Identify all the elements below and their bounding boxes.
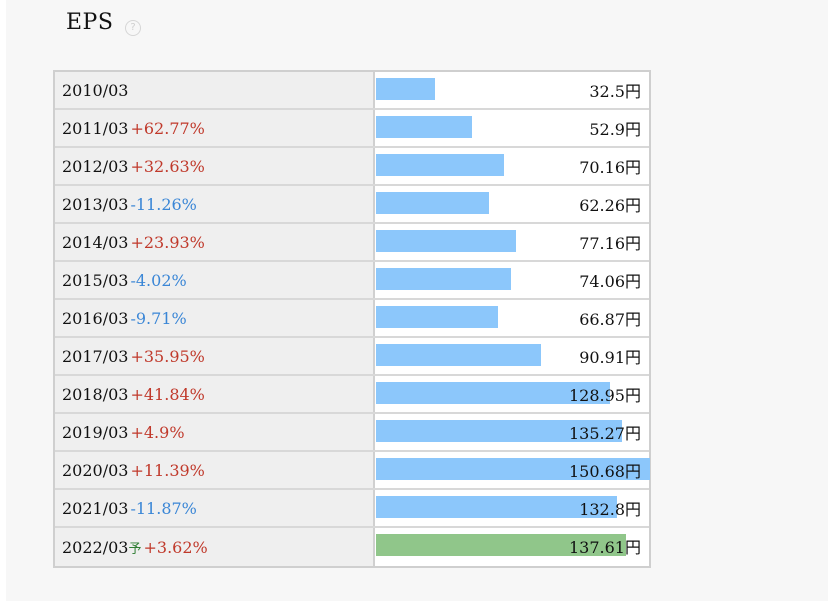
- change-percent: +3.62%: [143, 537, 208, 557]
- eps-bar: [376, 458, 650, 480]
- change-percent: -11.26%: [130, 194, 197, 214]
- bar-cell: 62.26円: [375, 186, 649, 222]
- table-row: 2013/03 -11.26% 62.26円: [55, 186, 649, 224]
- period-text: 2011/03: [62, 118, 129, 138]
- period-label: 2019/03 +4.9%: [55, 414, 375, 450]
- table-row: 2021/03 -11.87% 132.8円: [55, 490, 649, 528]
- change-percent: +11.39%: [130, 460, 205, 480]
- eps-bar: [376, 306, 498, 328]
- period-label: 2018/03 +41.84%: [55, 376, 375, 412]
- period-text: 2021/03: [62, 498, 129, 518]
- value-label: 66.87円: [579, 310, 641, 329]
- change-percent: +41.84%: [130, 384, 205, 404]
- period-label: 2016/03 -9.71%: [55, 300, 375, 336]
- eps-panel: EPS ? 2010/03 32.5円 2011/03 +62.77% 52.9円 201…: [6, 0, 828, 601]
- value-label: 32.5円: [589, 82, 641, 101]
- chart-title: EPS: [66, 10, 114, 35]
- period-text: 2015/03: [62, 270, 129, 290]
- bar-cell: 132.8円: [375, 490, 649, 526]
- eps-bar: [376, 344, 541, 366]
- eps-bar: [376, 78, 435, 100]
- value-label: 62.26円: [579, 196, 641, 215]
- eps-bar: [376, 154, 504, 176]
- period-text: 2020/03: [62, 460, 129, 480]
- change-percent: -11.87%: [130, 498, 197, 518]
- bar-cell: 90.91円: [375, 338, 649, 374]
- bar-cell: 74.06円: [375, 262, 649, 298]
- period-label: 2014/03 +23.93%: [55, 224, 375, 260]
- value-label: 132.8円: [579, 500, 641, 519]
- period-text: 2013/03: [62, 194, 129, 214]
- period-text: 2017/03: [62, 346, 129, 366]
- period-label: 2013/03 -11.26%: [55, 186, 375, 222]
- period-label: 2010/03: [55, 72, 375, 108]
- change-percent: +62.77%: [130, 118, 205, 138]
- period-text: 2022/03: [62, 537, 129, 557]
- eps-bar: [376, 382, 610, 404]
- eps-bar: [376, 192, 489, 214]
- table-row: 2020/03 +11.39% 150.68円: [55, 452, 650, 490]
- value-label: 90.91円: [579, 348, 641, 367]
- period-text: 2012/03: [62, 156, 129, 176]
- bar-cell: 52.9円: [375, 110, 649, 146]
- table-row: 2016/03 -9.71% 66.87円: [55, 300, 649, 338]
- bar-cell: 77.16円: [375, 224, 649, 260]
- value-label: 70.16円: [579, 158, 641, 177]
- period-label: 2022/03 予 +3.62%: [55, 528, 375, 566]
- value-label: 137.61円: [569, 538, 641, 557]
- help-icon[interactable]: ?: [125, 20, 141, 36]
- change-percent: +35.95%: [130, 346, 205, 366]
- table-row: 2022/03 予 +3.62% 137.61円: [55, 528, 649, 566]
- bar-cell: 150.68円: [375, 452, 650, 488]
- period-label: 2012/03 +32.63%: [55, 148, 375, 184]
- period-text: 2016/03: [62, 308, 129, 328]
- period-label: 2015/03 -4.02%: [55, 262, 375, 298]
- bar-cell: 137.61円: [375, 528, 649, 566]
- value-label: 150.68円: [569, 462, 641, 481]
- period-label: 2017/03 +35.95%: [55, 338, 375, 374]
- forecast-mark: 予: [128, 541, 142, 557]
- eps-bar: [376, 420, 622, 442]
- period-text: 2010/03: [62, 80, 129, 100]
- table-row: 2012/03 +32.63% 70.16円: [55, 148, 649, 186]
- table-row: 2015/03 -4.02% 74.06円: [55, 262, 649, 300]
- eps-table: 2010/03 32.5円 2011/03 +62.77% 52.9円 2012/03 +3…: [53, 70, 651, 568]
- bar-cell: 128.95円: [375, 376, 649, 412]
- table-row: 2011/03 +62.77% 52.9円: [55, 110, 649, 148]
- change-percent: -9.71%: [130, 308, 187, 328]
- change-percent: +23.93%: [130, 232, 205, 252]
- period-text: 2019/03: [62, 422, 129, 442]
- bar-cell: 66.87円: [375, 300, 649, 336]
- period-label: 2020/03 +11.39%: [55, 452, 375, 488]
- value-label: 128.95円: [569, 386, 641, 405]
- period-text: 2018/03: [62, 384, 129, 404]
- value-label: 77.16円: [579, 234, 641, 253]
- bar-cell: 32.5円: [375, 72, 649, 108]
- table-row: 2010/03 32.5円: [55, 72, 649, 110]
- forecast-bar: [376, 534, 626, 556]
- period-text: 2014/03: [62, 232, 129, 252]
- period-label: 2011/03 +62.77%: [55, 110, 375, 146]
- value-label: 135.27円: [569, 424, 641, 443]
- change-percent: -4.02%: [130, 270, 187, 290]
- eps-bar: [376, 230, 516, 252]
- table-row: 2017/03 +35.95% 90.91円: [55, 338, 649, 376]
- change-percent: +4.9%: [130, 422, 185, 442]
- change-percent: +32.63%: [130, 156, 205, 176]
- table-row: 2018/03 +41.84% 128.95円: [55, 376, 649, 414]
- bar-cell: 135.27円: [375, 414, 649, 450]
- value-label: 74.06円: [579, 272, 641, 291]
- bar-cell: 70.16円: [375, 148, 649, 184]
- eps-bar: [376, 496, 617, 518]
- eps-bar: [376, 268, 511, 290]
- eps-bar: [376, 116, 472, 138]
- period-label: 2021/03 -11.87%: [55, 490, 375, 526]
- table-row: 2014/03 +23.93% 77.16円: [55, 224, 649, 262]
- table-row: 2019/03 +4.9% 135.27円: [55, 414, 649, 452]
- value-label: 52.9円: [589, 120, 641, 139]
